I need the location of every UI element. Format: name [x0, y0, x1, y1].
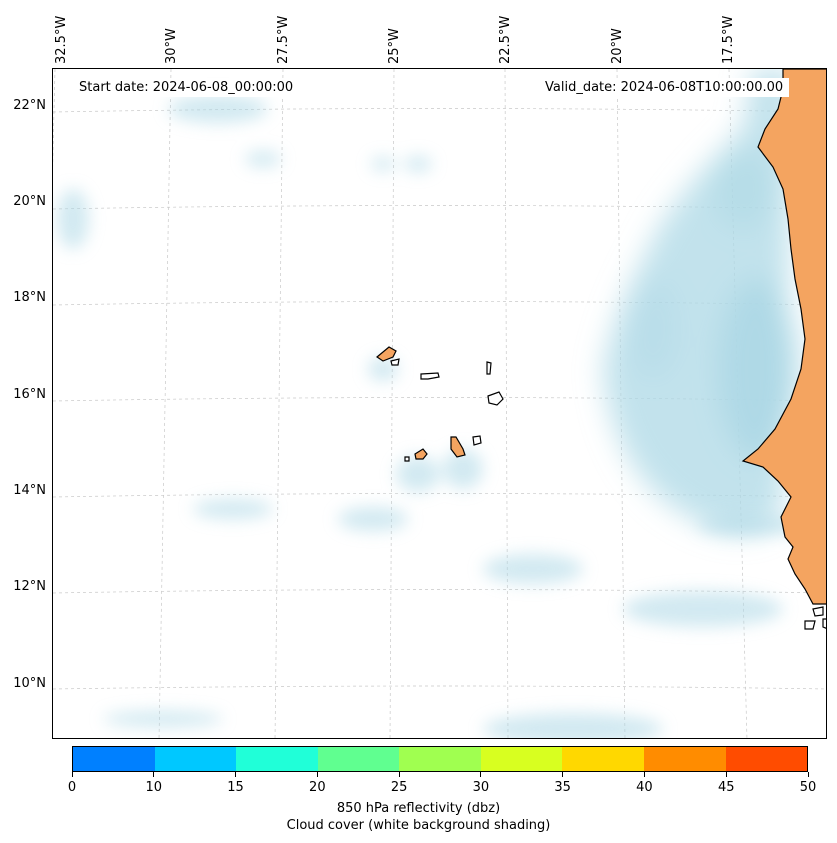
colorbar-segment-2 [236, 747, 318, 771]
colorbar-tick-label: 30 [472, 780, 490, 795]
map-canvas [53, 69, 826, 738]
colorbar-tick-label: 45 [717, 780, 735, 795]
island-maio [472, 435, 482, 446]
island-sao-vicente [390, 358, 400, 366]
colorbar-tick-label: 25 [390, 780, 408, 795]
valid-date-label: Valid_date: 2024-06-08T10:00:00.00 [539, 78, 790, 97]
lon-label-25w: 25°W [387, 28, 402, 64]
start-date-label: Start date: 2024-06-08_00:00:00 [73, 78, 300, 97]
colorbar-tick-label: 10 [145, 780, 163, 795]
colorbar-tick-mark [725, 772, 727, 777]
island-bissagos-2 [804, 620, 816, 630]
lon-label-17-5w: 17.5°W [721, 15, 736, 64]
colorbar-tick-mark [562, 772, 564, 777]
colorbar-tick-mark [153, 772, 155, 777]
colorbar-tick-mark [807, 772, 809, 777]
colorbar-title: 850 hPa reflectivity (dbz) [336, 801, 501, 816]
island-bissagos-1 [812, 606, 824, 617]
colorbar-tick-mark [316, 772, 318, 777]
colorbar-segment-1 [154, 747, 237, 771]
island-santiago [450, 436, 466, 458]
colorbar-tick-mark [235, 772, 237, 777]
colorbar-tick-label: 0 [67, 780, 77, 795]
island-boa-vista [487, 391, 504, 406]
cloud-cover-shading [57, 69, 808, 738]
graticule [53, 69, 826, 738]
lon-label-20w: 20°W [610, 28, 625, 64]
colorbar-tick-mark [398, 772, 400, 777]
colorbar-tick-mark [71, 772, 73, 777]
lon-label-22-5w: 22.5°W [498, 15, 513, 64]
map-panel[interactable]: Start date: 2024-06-08_00:00:00 Valid_da… [52, 68, 827, 739]
island-sao-nicolau [420, 372, 440, 380]
island-sal [486, 361, 492, 375]
colorbar-tick-label: 20 [309, 780, 326, 795]
colorbar-tick-label: 35 [554, 780, 571, 795]
colorbar-tick-label: 40 [636, 780, 653, 795]
lat-label-14n: 14°N [13, 483, 46, 498]
colorbar-segment-4 [399, 747, 481, 771]
colorbar-tick-label: 50 [799, 780, 817, 795]
lon-label-30w: 30°W [164, 28, 179, 64]
colorbar-segment-0 [73, 747, 155, 771]
lat-label-20n: 20°N [13, 194, 46, 209]
colorbar-segment-3 [317, 747, 400, 771]
colorbar-tick-label: 15 [227, 780, 244, 795]
colorbar-tick-mark [480, 772, 482, 777]
colorbar-tick-mark [643, 772, 645, 777]
island-bissagos-3 [822, 618, 826, 629]
colorbar-segment-8 [725, 747, 808, 771]
lat-label-16n: 16°N [13, 387, 46, 402]
lat-label-12n: 12°N [13, 579, 46, 594]
lat-label-10n: 10°N [13, 676, 46, 691]
reflectivity-colorbar [72, 746, 808, 772]
land-masses [375, 69, 826, 630]
lat-label-22n: 22°N [13, 98, 46, 113]
colorbar-subtitle: Cloud cover (white background shading) [286, 818, 551, 833]
lat-label-18n: 18°N [13, 290, 46, 305]
colorbar-segment-7 [643, 747, 726, 771]
african-coastline [741, 69, 826, 605]
island-santo-antao [375, 346, 397, 362]
lon-label-27-5w: 27.5°W [276, 15, 291, 64]
island-brava [404, 456, 410, 462]
colorbar-segment-5 [480, 747, 563, 771]
lon-label-32-5w: 32.5°W [54, 15, 69, 64]
island-fogo [414, 448, 428, 460]
colorbar-segment-6 [562, 747, 644, 771]
